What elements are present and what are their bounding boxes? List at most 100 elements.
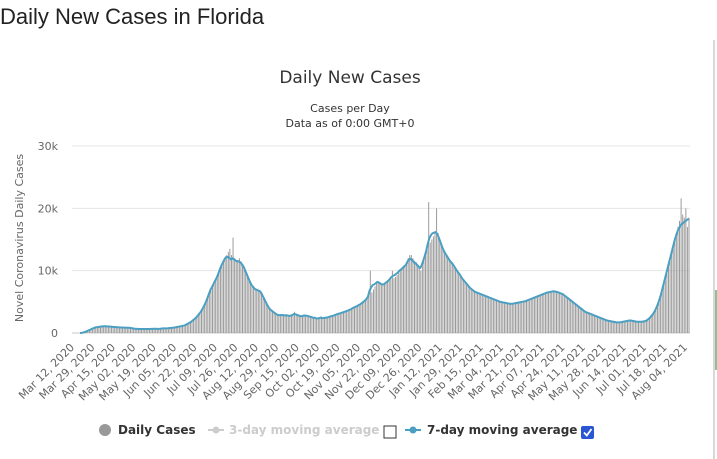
daily-cases-bar [401, 269, 403, 333]
y-tick-label: 0 [51, 327, 58, 340]
daily-cases-bar [529, 299, 531, 333]
daily-cases-bar [305, 315, 307, 333]
daily-cases-bar [604, 319, 606, 333]
daily-cases-bar [663, 283, 665, 333]
daily-cases-bar [530, 298, 532, 333]
daily-cases-bar [107, 326, 109, 333]
daily-cases-bar [563, 295, 565, 333]
daily-cases-bar [461, 278, 463, 333]
daily-cases-bar [257, 290, 259, 333]
daily-cases-bar [571, 301, 573, 333]
daily-cases-bar [584, 311, 586, 333]
daily-cases-bar [147, 329, 149, 333]
legend-daily-cases-label: Daily Cases [118, 423, 196, 437]
daily-cases-bar [303, 314, 305, 333]
daily-cases-bar [611, 321, 613, 333]
daily-cases-bar [141, 329, 143, 333]
daily-cases-bar [384, 284, 385, 333]
daily-cases-bar [335, 314, 337, 333]
daily-cases-bar [240, 261, 242, 333]
daily-cases-bar [592, 314, 594, 333]
daily-cases-bar [379, 283, 381, 333]
daily-cases-bar [473, 291, 475, 333]
daily-cases-bar [155, 328, 157, 333]
legend-7day-average[interactable]: 7-day moving average [405, 423, 577, 437]
daily-cases-bar [426, 245, 428, 333]
daily-cases-bar [289, 316, 291, 333]
daily-cases-bar [196, 317, 198, 333]
daily-cases-bar [620, 322, 622, 333]
daily-cases-bar [223, 261, 225, 333]
daily-cases-bar [372, 289, 374, 333]
daily-cases-bar [675, 233, 677, 333]
daily-cases-bar [505, 303, 507, 333]
daily-cases-bar [172, 327, 174, 333]
daily-cases-bar [208, 292, 210, 333]
daily-cases-bar [666, 270, 668, 333]
daily-cases-bar [177, 326, 179, 333]
daily-cases-bar [202, 308, 204, 333]
y-axis-label: Novel Coronavirus Daily Cases [13, 154, 26, 322]
legend-daily-cases[interactable]: Daily Cases [99, 423, 196, 437]
daily-cases-bar [399, 270, 401, 333]
3day-checkbox[interactable] [383, 425, 397, 439]
daily-cases-bar [322, 318, 324, 333]
daily-cases-bar [574, 304, 576, 333]
daily-cases-bar [682, 214, 684, 333]
daily-cases-bar [188, 323, 190, 333]
daily-cases-bar [500, 302, 502, 333]
daily-cases-bar [614, 322, 616, 333]
daily-cases-bar [131, 328, 133, 333]
daily-cases-bar [232, 237, 234, 333]
daily-cases-bar [507, 303, 509, 333]
daily-cases-bar [423, 258, 425, 333]
daily-cases-bar [270, 309, 272, 333]
daily-cases-bar [472, 290, 474, 333]
daily-cases-bar [653, 311, 655, 333]
daily-cases-bar [204, 304, 206, 333]
daily-cases-bar [349, 309, 351, 333]
daily-cases-bar [279, 315, 281, 333]
daily-cases-bar [483, 295, 485, 333]
daily-cases-bar [126, 327, 128, 333]
daily-cases-bar [380, 284, 382, 333]
daily-cases-bar [311, 317, 313, 333]
legend-3day-average[interactable]: 3-day moving average [208, 423, 379, 437]
daily-cases-bar [128, 327, 130, 333]
daily-cases-bar [581, 309, 583, 333]
daily-cases-bar [314, 317, 316, 333]
daily-cases-bar [466, 284, 468, 333]
daily-cases-bar [519, 302, 521, 333]
daily-cases-bar [216, 276, 218, 333]
daily-cases-bar [496, 300, 498, 333]
daily-cases-bar [508, 303, 510, 333]
daily-cases-bar [327, 317, 329, 333]
7day-checkbox[interactable] [581, 426, 594, 439]
daily-cases-bar [199, 313, 201, 333]
daily-cases-bar [619, 322, 621, 333]
daily-cases-bar [218, 273, 220, 333]
daily-cases-bar [453, 266, 455, 333]
daily-cases-bar [630, 320, 632, 333]
daily-cases-bar [436, 208, 438, 333]
daily-cases-bar [488, 297, 490, 333]
daily-cases-bar [481, 294, 483, 333]
daily-cases-bar [590, 314, 592, 333]
legend-3day-label: 3-day moving average [229, 423, 379, 437]
daily-cases-bar [467, 286, 469, 333]
daily-cases-bar [634, 321, 636, 333]
daily-cases-bar [368, 295, 370, 333]
daily-cases-bar [284, 315, 286, 333]
daily-cases-bar [390, 279, 392, 333]
daily-cases-bar [354, 307, 356, 333]
daily-cases-bar [537, 296, 539, 333]
daily-cases-bar [462, 280, 464, 333]
daily-cases-bar [442, 248, 444, 333]
daily-cases-bar [324, 318, 326, 333]
daily-cases-bar [366, 298, 368, 333]
daily-cases-bar [248, 280, 250, 333]
daily-cases-bar [369, 270, 371, 333]
daily-cases-bar [145, 329, 147, 333]
daily-cases-bar [336, 314, 338, 333]
daily-cases-bar [595, 316, 597, 333]
